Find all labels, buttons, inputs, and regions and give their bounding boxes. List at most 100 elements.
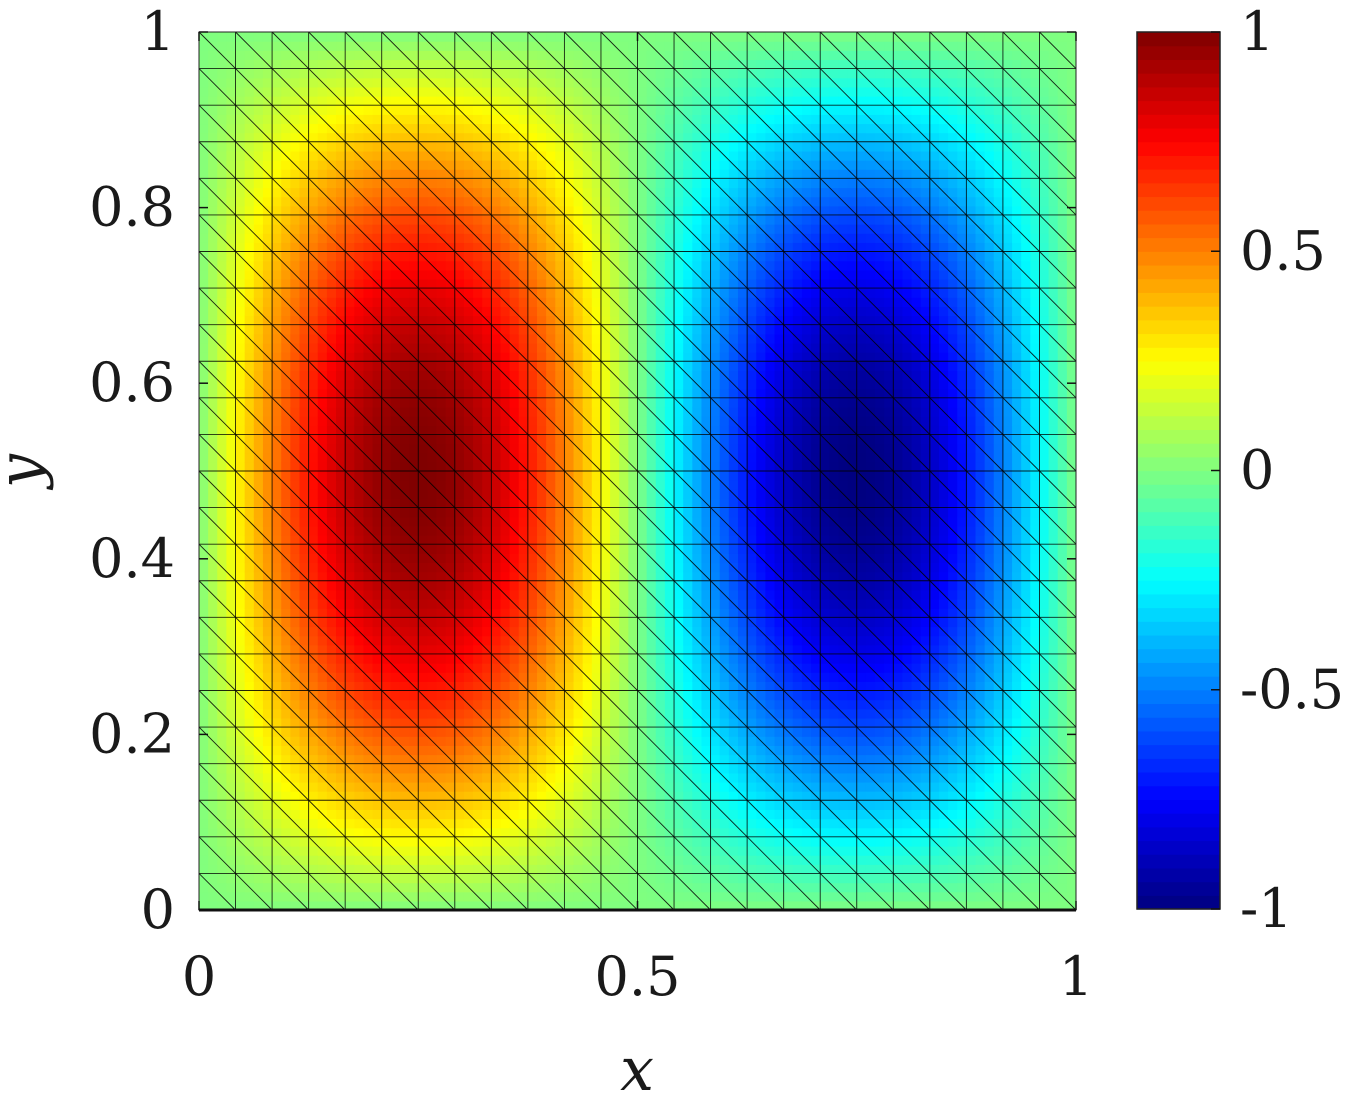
field-cell (527, 791, 538, 801)
field-cell (244, 324, 255, 335)
field-cell (226, 772, 237, 783)
field-cell (399, 370, 410, 381)
field-cell (546, 544, 556, 554)
field-cell (628, 544, 639, 554)
field-cell (409, 288, 419, 298)
field-cell (473, 535, 483, 545)
field-cell (235, 452, 246, 463)
field-cell (527, 672, 538, 682)
field-cell (399, 882, 410, 893)
field-cell (272, 425, 282, 436)
field-cell (573, 599, 584, 609)
field-cell (445, 626, 456, 637)
field-cell (381, 845, 392, 856)
field-cell (299, 269, 310, 280)
field-cell (399, 32, 410, 42)
field-cell (463, 160, 474, 170)
field-cell (573, 608, 584, 618)
field-cell (235, 791, 246, 801)
field-cell (573, 489, 584, 500)
field-cell (336, 50, 346, 61)
field-cell (199, 855, 209, 865)
field-cell (281, 416, 291, 426)
field-cell (262, 452, 273, 463)
field-cell (454, 736, 465, 746)
field-cell (628, 150, 639, 161)
field-cell (281, 489, 291, 500)
field-cell (354, 562, 365, 573)
field-cell (573, 900, 584, 910)
field-cell (208, 580, 218, 591)
field-cell (573, 827, 584, 838)
field-cell (473, 443, 483, 454)
field-cell (226, 507, 237, 518)
field-cell (253, 772, 264, 783)
field-cell (253, 352, 264, 362)
field-cell (436, 434, 447, 445)
field-cell (217, 461, 228, 472)
field-cell (610, 708, 620, 719)
field-cell (345, 699, 355, 710)
field-cell (564, 333, 575, 344)
field-cell (527, 708, 538, 719)
field-cell (509, 315, 520, 326)
field-cell (564, 562, 575, 573)
field-cell (619, 873, 629, 884)
field-cell (664, 480, 675, 490)
field-cell (317, 196, 328, 207)
field-cell (363, 809, 374, 820)
field-cell (436, 361, 447, 371)
field-cell (363, 571, 374, 582)
field-cell (208, 50, 218, 61)
field-cell (482, 123, 492, 134)
field-cell (655, 882, 666, 893)
field-cell (454, 882, 465, 893)
field-cell (326, 626, 337, 637)
field-cell (427, 59, 438, 70)
field-cell (253, 41, 264, 51)
field-cell (381, 233, 392, 243)
field-cell (345, 187, 355, 198)
field-cell (253, 800, 264, 810)
field-cell (555, 452, 566, 463)
field-cell (390, 681, 401, 692)
field-cell (628, 471, 639, 481)
field-cell (619, 580, 629, 591)
field-cell (363, 178, 374, 189)
field-cell (454, 818, 465, 829)
field-cell (628, 141, 639, 152)
field-cell (491, 370, 502, 381)
field-cell (326, 315, 337, 326)
field-cell (281, 571, 291, 582)
field-cell (308, 278, 319, 289)
field-cell (573, 644, 584, 655)
field-cell (546, 251, 556, 262)
field-cell (226, 891, 237, 902)
field-cell (619, 791, 629, 801)
field-cell (299, 196, 310, 207)
field-cell (573, 580, 584, 591)
field-cell (555, 105, 566, 115)
field-cell (546, 370, 556, 381)
field-cell (399, 480, 410, 490)
field-cell (655, 507, 666, 518)
field-cell (372, 178, 383, 189)
field-cell (482, 516, 492, 527)
field-cell (555, 480, 566, 490)
field-cell (372, 233, 383, 243)
field-cell (281, 461, 291, 472)
field-cell (381, 589, 392, 600)
field-cell (427, 827, 438, 838)
field-cell (436, 608, 447, 618)
field-cell (655, 681, 666, 692)
field-cell (427, 397, 438, 408)
field-cell (262, 836, 273, 847)
field-cell (600, 233, 611, 243)
field-cell (208, 68, 218, 79)
field-cell (518, 781, 529, 792)
field-cell (345, 535, 355, 545)
field-cell (445, 516, 456, 527)
field-cell (518, 745, 529, 756)
field-cell (354, 59, 365, 70)
field-cell (436, 699, 447, 710)
